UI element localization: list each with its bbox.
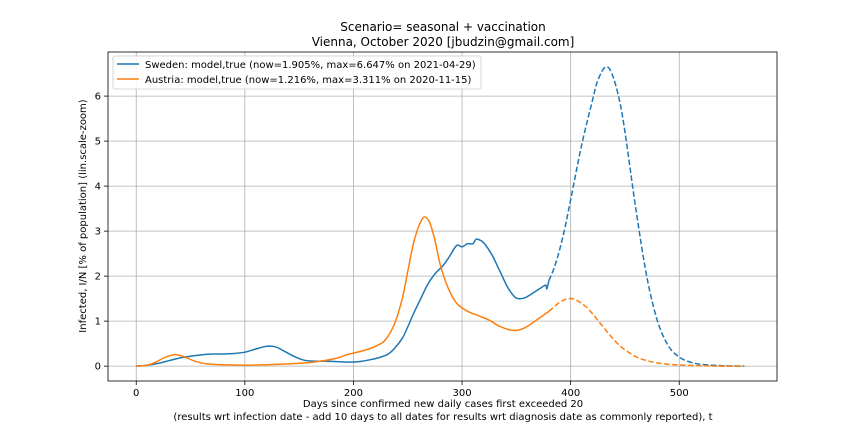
y-tick-label-2: 2 <box>95 272 101 283</box>
legend-label-austria: Austria: model,true (now=1.216%, max=3.3… <box>145 75 472 86</box>
x-axis-label-note: (results wrt infection date - add 10 day… <box>173 412 712 423</box>
legend-box <box>112 55 482 90</box>
series-sweden-model-line <box>548 65 745 367</box>
y-ticks: 0 1 2 3 4 5 6 <box>95 92 108 373</box>
y-tick-label-6: 6 <box>95 92 101 103</box>
legend: Sweden: model,true (now=1.905%, max=6.64… <box>112 55 482 90</box>
chart-subtitle: Vienna, October 2020 [jbudzin@gmail.com] <box>312 35 575 49</box>
x-tick-label-3: 300 <box>453 388 472 399</box>
y-tick-label-5: 5 <box>95 137 101 148</box>
series-austria-model-line <box>548 297 745 367</box>
x-tick-label-1: 100 <box>235 388 254 399</box>
x-tick-label-2: 200 <box>344 388 363 399</box>
series-sweden-true-line <box>136 238 550 367</box>
legend-label-sweden: Sweden: model,true (now=1.905%, max=6.64… <box>145 60 476 71</box>
y-tick-label-4: 4 <box>95 182 101 193</box>
chart-title: Scenario= seasonal + vaccination <box>340 20 546 34</box>
series-austria-true-line <box>136 216 550 367</box>
grid <box>108 52 777 381</box>
y-tick-label-0: 0 <box>95 362 101 373</box>
y-axis-label: Infected, I/N [% of population] (lin.sca… <box>78 99 89 332</box>
x-tick-label-0: 0 <box>133 388 139 399</box>
x-tick-label-4: 400 <box>561 388 580 399</box>
x-tick-label-5: 500 <box>670 388 689 399</box>
x-ticks: 0 100 200 300 400 500 <box>133 381 689 399</box>
y-tick-label-1: 1 <box>95 317 101 328</box>
plot-frame <box>107 51 778 382</box>
series-lines <box>136 65 745 367</box>
x-axis-label: Days since confirmed new daily cases fir… <box>303 399 583 410</box>
y-tick-label-3: 3 <box>95 227 101 238</box>
